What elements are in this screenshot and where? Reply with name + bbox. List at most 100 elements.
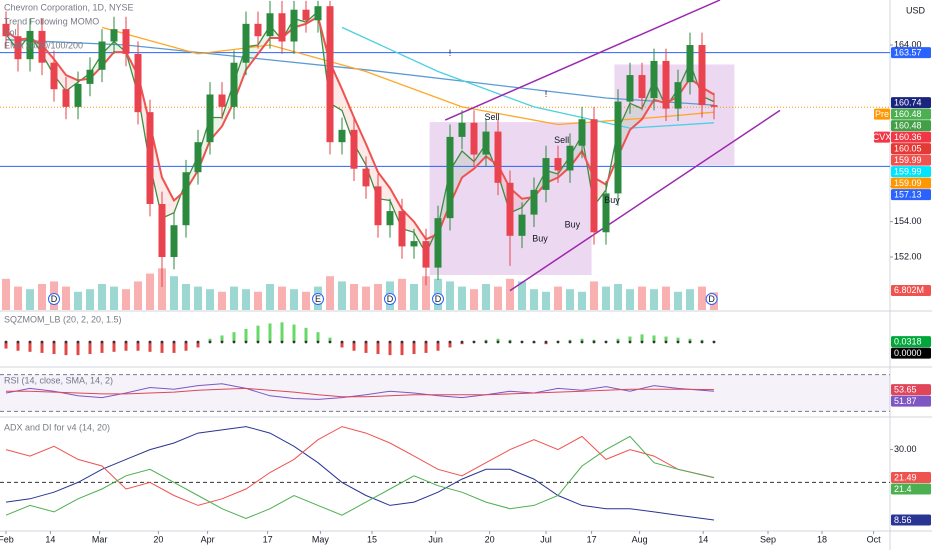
event-label: D [708, 294, 715, 304]
candle-body [590, 119, 598, 233]
momentum-bar [688, 338, 692, 342]
momentum-bar [172, 342, 176, 353]
candle-body [326, 6, 334, 143]
price-label-bg [891, 347, 931, 359]
candle-body [158, 204, 166, 258]
volume-bar [590, 281, 598, 310]
squeeze-dot [256, 340, 260, 344]
squeeze-dot [160, 340, 164, 344]
price-label-bg [891, 166, 931, 178]
volume-bar [398, 278, 406, 310]
volume-bar [206, 289, 214, 310]
squeeze-dot [640, 340, 644, 344]
squeeze-dot [556, 340, 560, 344]
candle-body [230, 62, 238, 107]
indicator-line [6, 387, 715, 398]
event-label: D [435, 294, 442, 304]
squeeze-dot [472, 340, 476, 344]
price-label: 160.74 [894, 98, 922, 108]
price-label-bg [891, 395, 931, 407]
momentum-bar [40, 342, 44, 353]
signal-label: Buy [532, 234, 548, 244]
squeeze-dot [520, 340, 524, 344]
candle-body [674, 82, 682, 109]
signal-label: Buy [604, 195, 620, 205]
volume-bar [578, 291, 586, 310]
price-label: 159.99 [894, 155, 922, 165]
momentum-bar [292, 324, 296, 342]
momentum-bar [160, 342, 164, 353]
price-label-bg [891, 177, 931, 189]
momentum-bar [16, 342, 20, 351]
price-label-bg [891, 514, 931, 526]
moving-average [101, 26, 715, 126]
volume-bar [326, 276, 334, 310]
momentum-bar [64, 342, 68, 356]
squeeze-dot [100, 340, 104, 344]
signal-label: Buy [565, 220, 581, 230]
squeeze-dot [364, 340, 368, 344]
momentum-bar [268, 323, 272, 342]
volume-bar [26, 289, 34, 310]
candle-body [350, 129, 358, 169]
price-label: 160.36 [894, 132, 922, 142]
candle-body [62, 89, 70, 107]
volume-bar [254, 291, 262, 310]
volume-bar [374, 284, 382, 310]
candle-body [386, 211, 394, 226]
volume-bar [614, 284, 622, 310]
squeeze-dot [292, 340, 296, 344]
candle-body [266, 13, 274, 37]
indicator-name: Trend Following MOMO [4, 16, 99, 26]
squeeze-dot [388, 340, 392, 344]
volume-bar [146, 273, 154, 310]
momentum-bar [328, 337, 332, 342]
squeeze-dot [460, 340, 464, 344]
price-label: 0.0000 [894, 348, 922, 358]
indicator-line [5, 426, 715, 521]
volume-bar [194, 286, 202, 310]
squeeze-dot [484, 340, 488, 344]
event-label: D [387, 294, 394, 304]
squeeze-dot [316, 340, 320, 344]
squeeze-dot [328, 340, 332, 344]
volume-bar [74, 291, 82, 310]
candle-body [134, 53, 142, 113]
event-marker [384, 293, 396, 305]
price-label: 159.09 [894, 178, 922, 188]
event-label: E [315, 294, 321, 304]
volume-bar [470, 289, 478, 310]
rsi-band [0, 374, 890, 412]
volume-bar [518, 281, 526, 310]
volume-bar [662, 286, 670, 310]
squeeze-dot [340, 340, 344, 344]
volume-bar [350, 284, 358, 310]
volume-bar [482, 284, 490, 310]
price-label-bg [891, 108, 931, 120]
price-label: 21.49 [894, 472, 917, 482]
candle-body [566, 145, 574, 171]
squeeze-dot [436, 340, 440, 344]
momentum-bar [196, 342, 200, 348]
candle-body [278, 13, 286, 42]
squeeze-dot [352, 340, 356, 344]
signal-label: Sell [554, 135, 569, 145]
trend-line [509, 109, 781, 292]
squeeze-dot [136, 340, 140, 344]
momentum-bar [304, 327, 308, 342]
price-label-bg [891, 384, 931, 396]
momentum-bar [340, 342, 344, 348]
momentum-bar [280, 322, 284, 342]
squeeze-dot [424, 340, 428, 344]
squeeze-dot [592, 340, 596, 344]
candle-body [122, 29, 130, 54]
volume-bar [542, 291, 550, 310]
event-label: D [51, 294, 58, 304]
squeeze-dot [604, 340, 608, 344]
squeeze-dot [280, 340, 284, 344]
price-label: 53.65 [894, 385, 917, 395]
candle-body [506, 182, 514, 236]
candle-body [446, 136, 454, 219]
squeeze-dot [664, 340, 668, 344]
squeeze-dot [652, 340, 656, 344]
